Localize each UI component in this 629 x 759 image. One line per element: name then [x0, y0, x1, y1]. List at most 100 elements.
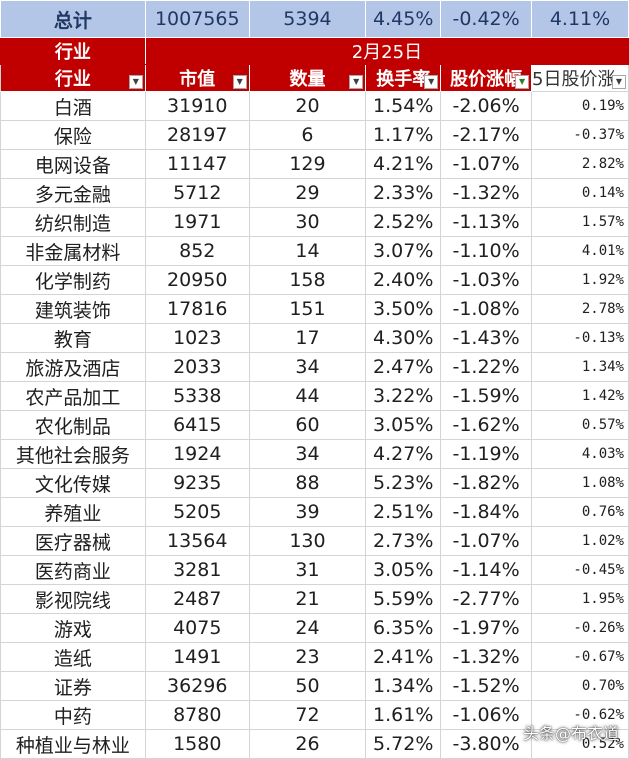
count-cell[interactable]: 158 — [248, 265, 367, 295]
five-day-change-cell[interactable]: 0.14% — [531, 178, 629, 208]
count-cell[interactable]: 20 — [248, 91, 367, 121]
five-day-change-cell[interactable]: 0.57% — [531, 410, 629, 440]
header-count[interactable]: 数量 ▼ — [248, 64, 367, 92]
count-cell[interactable]: 14 — [248, 236, 367, 266]
count-cell[interactable]: 88 — [248, 468, 367, 498]
market-cap-cell[interactable]: 28197 — [144, 120, 250, 150]
total-price-change[interactable]: -0.42% — [440, 0, 533, 38]
industry-cell[interactable]: 中药 — [0, 700, 146, 730]
industry-cell[interactable]: 纺织制造 — [0, 207, 146, 237]
turnover-cell[interactable]: 2.33% — [365, 178, 442, 208]
five-day-change-cell[interactable]: -0.45% — [531, 555, 629, 585]
count-cell[interactable]: 130 — [248, 526, 367, 556]
industry-cell[interactable]: 旅游及酒店 — [0, 352, 146, 382]
five-day-change-cell[interactable]: -0.62% — [531, 700, 629, 730]
turnover-cell[interactable]: 2.47% — [365, 352, 442, 382]
market-cap-cell[interactable]: 5338 — [144, 381, 250, 411]
five-day-change-cell[interactable]: 2.82% — [531, 149, 629, 179]
turnover-cell[interactable]: 2.40% — [365, 265, 442, 295]
count-cell[interactable]: 129 — [248, 149, 367, 179]
turnover-cell[interactable]: 3.07% — [365, 236, 442, 266]
count-cell[interactable]: 34 — [248, 439, 367, 469]
industry-cell[interactable]: 电网设备 — [0, 149, 146, 179]
industry-cell[interactable]: 医药商业 — [0, 555, 146, 585]
total-5day-change[interactable]: 4.11% — [531, 0, 629, 38]
price-change-cell[interactable]: -1.13% — [440, 207, 533, 237]
five-day-change-cell[interactable]: 2.78% — [531, 294, 629, 324]
turnover-cell[interactable]: 4.21% — [365, 149, 442, 179]
industry-cell[interactable]: 证券 — [0, 671, 146, 701]
turnover-cell[interactable]: 6.35% — [365, 613, 442, 643]
market-cap-cell[interactable]: 5205 — [144, 497, 250, 527]
market-cap-cell[interactable]: 2487 — [144, 584, 250, 614]
five-day-change-cell[interactable]: 1.95% — [531, 584, 629, 614]
count-cell[interactable]: 23 — [248, 642, 367, 672]
turnover-cell[interactable]: 2.73% — [365, 526, 442, 556]
turnover-cell[interactable]: 2.41% — [365, 642, 442, 672]
header-market-cap[interactable]: 市值 ▼ — [144, 64, 250, 92]
industry-cell[interactable]: 造纸 — [0, 642, 146, 672]
price-change-cell[interactable]: -1.22% — [440, 352, 533, 382]
market-cap-cell[interactable]: 5712 — [144, 178, 250, 208]
turnover-cell[interactable]: 5.23% — [365, 468, 442, 498]
header-turnover[interactable]: 换手率 ▼ — [365, 64, 442, 92]
market-cap-cell[interactable]: 1924 — [144, 439, 250, 469]
count-cell[interactable]: 50 — [248, 671, 367, 701]
count-cell[interactable]: 26 — [248, 729, 367, 759]
five-day-change-cell[interactable]: -0.13% — [531, 323, 629, 353]
five-day-change-cell[interactable]: 1.34% — [531, 352, 629, 382]
industry-cell[interactable]: 医疗器械 — [0, 526, 146, 556]
price-change-cell[interactable]: -1.82% — [440, 468, 533, 498]
price-change-cell[interactable]: -2.77% — [440, 584, 533, 614]
price-change-cell[interactable]: -2.17% — [440, 120, 533, 150]
market-cap-cell[interactable]: 1580 — [144, 729, 250, 759]
turnover-cell[interactable]: 3.50% — [365, 294, 442, 324]
price-change-cell[interactable]: -1.52% — [440, 671, 533, 701]
five-day-change-cell[interactable]: -0.26% — [531, 613, 629, 643]
count-cell[interactable]: 151 — [248, 294, 367, 324]
market-cap-cell[interactable]: 6415 — [144, 410, 250, 440]
total-market-cap[interactable]: 1007565 — [144, 0, 250, 38]
price-change-cell[interactable]: -1.19% — [440, 439, 533, 469]
price-change-cell[interactable]: -1.07% — [440, 149, 533, 179]
price-change-cell[interactable]: -2.06% — [440, 91, 533, 121]
five-day-change-cell[interactable]: 1.08% — [531, 468, 629, 498]
turnover-cell[interactable]: 1.61% — [365, 700, 442, 730]
count-cell[interactable]: 29 — [248, 178, 367, 208]
count-cell[interactable]: 6 — [248, 120, 367, 150]
market-cap-cell[interactable]: 17816 — [144, 294, 250, 324]
market-cap-cell[interactable]: 2033 — [144, 352, 250, 382]
filter-dropdown-icon[interactable]: ▼ — [128, 75, 143, 89]
count-cell[interactable]: 17 — [248, 323, 367, 353]
industry-cell[interactable]: 农化制品 — [0, 410, 146, 440]
price-change-cell[interactable]: -1.10% — [440, 236, 533, 266]
five-day-change-cell[interactable]: 1.92% — [531, 265, 629, 295]
turnover-cell[interactable]: 4.27% — [365, 439, 442, 469]
price-change-cell[interactable]: -3.80% — [440, 729, 533, 759]
turnover-cell[interactable]: 3.22% — [365, 381, 442, 411]
header-industry[interactable]: 行业 ▼ — [0, 64, 146, 92]
price-change-cell[interactable]: -1.59% — [440, 381, 533, 411]
market-cap-cell[interactable]: 852 — [144, 236, 250, 266]
filter-active-icon[interactable]: ▼ — [515, 75, 530, 89]
filter-dropdown-icon[interactable]: ▼ — [349, 75, 364, 89]
industry-cell[interactable]: 化学制药 — [0, 265, 146, 295]
market-cap-cell[interactable]: 9235 — [144, 468, 250, 498]
turnover-cell[interactable]: 2.51% — [365, 497, 442, 527]
five-day-change-cell[interactable]: 0.19% — [531, 91, 629, 121]
count-cell[interactable]: 34 — [248, 352, 367, 382]
filter-dropdown-icon[interactable]: ▼ — [232, 75, 247, 89]
industry-cell[interactable]: 影视院线 — [0, 584, 146, 614]
industry-cell[interactable]: 文化传媒 — [0, 468, 146, 498]
industry-cell[interactable]: 游戏 — [0, 613, 146, 643]
turnover-cell[interactable]: 2.52% — [365, 207, 442, 237]
market-cap-cell[interactable]: 1971 — [144, 207, 250, 237]
five-day-change-cell[interactable]: -0.37% — [531, 120, 629, 150]
count-cell[interactable]: 44 — [248, 381, 367, 411]
total-label[interactable]: 总计 — [0, 0, 146, 38]
header-price-change[interactable]: 股价涨幅 ▼ — [440, 64, 533, 92]
industry-group-label[interactable]: 行业 — [0, 37, 146, 65]
market-cap-cell[interactable]: 1023 — [144, 323, 250, 353]
industry-cell[interactable]: 养殖业 — [0, 497, 146, 527]
market-cap-cell[interactable]: 8780 — [144, 700, 250, 730]
